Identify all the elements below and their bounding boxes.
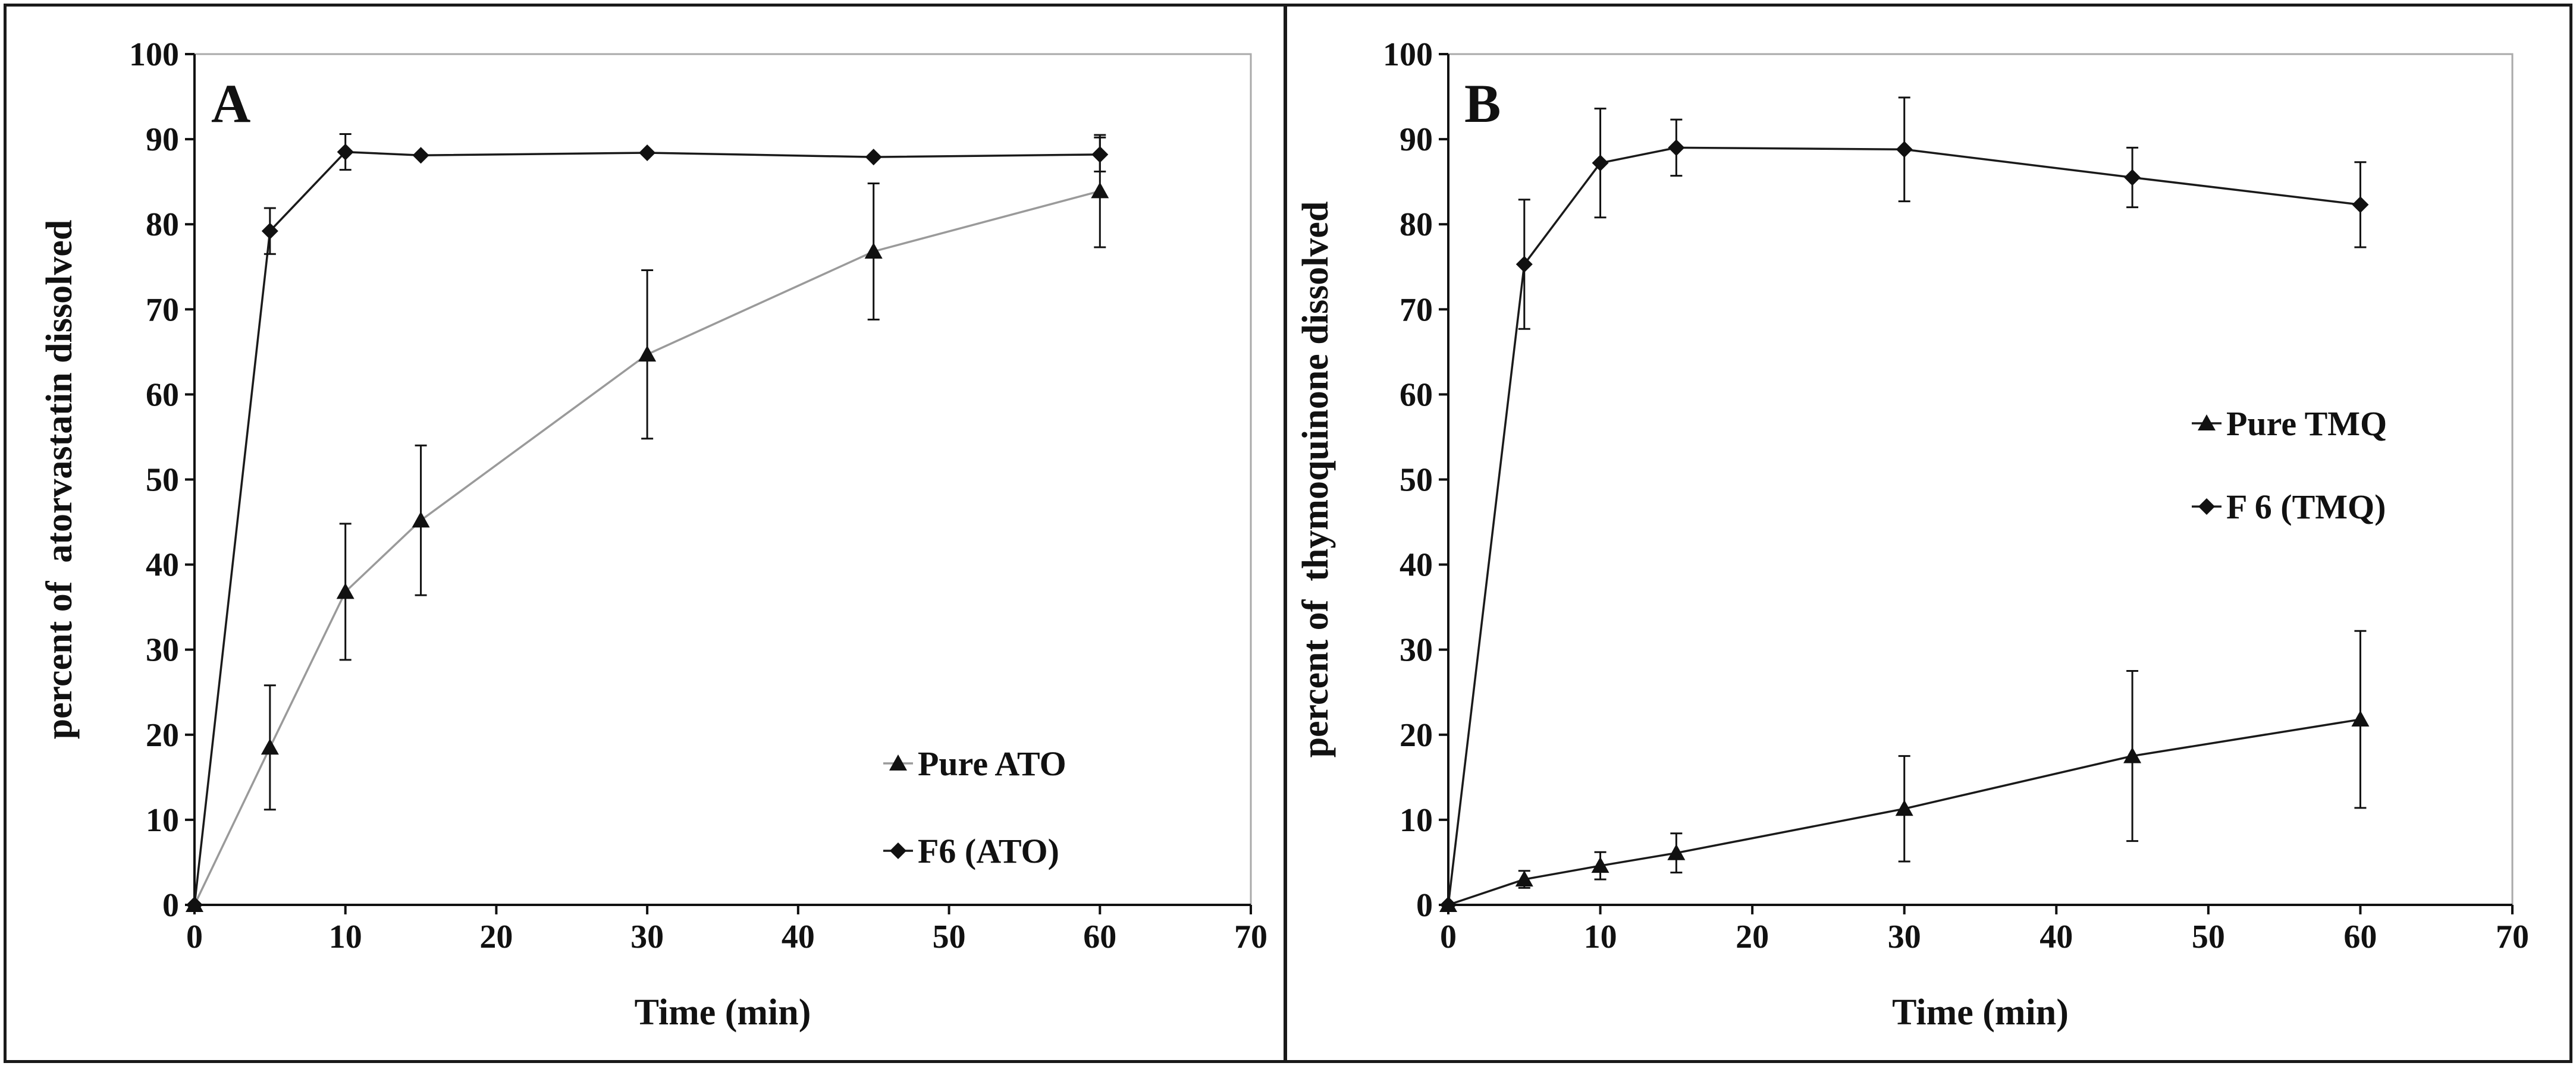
data-point bbox=[1515, 870, 1533, 887]
y-tick-label: 0 bbox=[162, 887, 179, 924]
x-tick-label: 60 bbox=[1083, 919, 1116, 955]
series-line bbox=[193, 150, 1100, 905]
data-point bbox=[337, 143, 354, 161]
y-tick-label: 90 bbox=[146, 121, 179, 158]
x-tick-label: 70 bbox=[2496, 919, 2529, 955]
data-point bbox=[2352, 196, 2369, 213]
plot-area bbox=[1447, 53, 2514, 906]
y-tick-label: 80 bbox=[146, 206, 179, 243]
data-point bbox=[2123, 747, 2142, 763]
x-axis-label: Time (min) bbox=[1892, 992, 2069, 1033]
y-tick-label: 30 bbox=[1400, 632, 1433, 669]
data-point bbox=[261, 222, 278, 240]
panel-b-frame bbox=[1284, 4, 2572, 1063]
y-tick-label: 100 bbox=[129, 36, 179, 73]
data-point bbox=[261, 738, 279, 755]
data-point bbox=[2351, 710, 2370, 727]
y-tick-label: 20 bbox=[146, 717, 179, 754]
legend: Pure ATO F6 (ATO) bbox=[883, 744, 1066, 870]
y-tick-label: 10 bbox=[146, 802, 179, 839]
x-axis-label: Time (min) bbox=[635, 992, 811, 1033]
legend-label: Pure TMQ bbox=[2226, 404, 2387, 443]
y-tick-label: 20 bbox=[1400, 717, 1433, 754]
data-point bbox=[412, 147, 429, 164]
x-tick-label: 10 bbox=[1584, 919, 1617, 955]
series-1 bbox=[186, 133, 1109, 913]
data-point bbox=[1668, 139, 1685, 156]
legend-marker bbox=[2198, 414, 2216, 430]
data-point bbox=[1667, 844, 1686, 860]
x-tick-label: 0 bbox=[186, 919, 203, 955]
data-point bbox=[864, 242, 883, 259]
y-axis-label: percent of thymoquinone dissolved bbox=[1295, 202, 1336, 758]
legend-marker bbox=[889, 754, 907, 771]
y-axis-label: percent of atorvastatin dissolved bbox=[39, 220, 80, 740]
y-tick-label: 60 bbox=[146, 376, 179, 413]
y-tick-label: 60 bbox=[1400, 376, 1433, 413]
data-point bbox=[186, 897, 203, 913]
legend-marker bbox=[2198, 498, 2215, 515]
panel-label: A bbox=[211, 73, 250, 134]
series-0 bbox=[1439, 630, 2370, 912]
data-point bbox=[865, 149, 882, 166]
y-tick-label: 0 bbox=[1416, 887, 1433, 924]
y-tick-label: 50 bbox=[1400, 462, 1433, 499]
data-point bbox=[638, 345, 657, 362]
y-tick-label: 40 bbox=[1400, 547, 1433, 584]
series-0 bbox=[186, 134, 1109, 912]
x-tick-label: 30 bbox=[630, 919, 664, 955]
y-tick-label: 80 bbox=[1400, 206, 1433, 243]
data-point bbox=[412, 511, 430, 528]
data-point bbox=[1591, 857, 1609, 873]
x-tick-label: 50 bbox=[2192, 919, 2225, 955]
y-tick-label: 40 bbox=[146, 547, 179, 584]
chart-a: 0 10 20 30 40 50 60 70 80 90 100 0 10 20 30 40 50 60 70 Tim… bbox=[39, 36, 1267, 1033]
plot-area bbox=[193, 53, 1252, 906]
x-tick-label: 40 bbox=[782, 919, 815, 955]
y-tick-label: 70 bbox=[146, 291, 179, 328]
x-tick-label: 20 bbox=[479, 919, 513, 955]
data-point bbox=[1440, 897, 1457, 913]
x-tick-label: 30 bbox=[1888, 919, 1921, 955]
data-point bbox=[639, 144, 656, 161]
x-tick-label: 70 bbox=[1234, 919, 1267, 955]
data-point bbox=[336, 583, 354, 599]
y-tick-label: 50 bbox=[146, 462, 179, 499]
y-tick-label: 100 bbox=[1383, 36, 1433, 73]
data-point bbox=[1592, 155, 1609, 172]
x-tick-label: 0 bbox=[1440, 919, 1457, 955]
data-point bbox=[1091, 182, 1109, 199]
y-tick-label: 30 bbox=[146, 632, 179, 669]
y-tick-label: 70 bbox=[1400, 291, 1433, 328]
legend-label: F 6 (TMQ) bbox=[2226, 488, 2386, 526]
panel-label: B bbox=[1464, 73, 1501, 134]
x-tick-label: 60 bbox=[2343, 919, 2377, 955]
data-point bbox=[1895, 800, 1913, 816]
chart-b: 0 10 20 30 40 50 60 70 80 90 100 0 10 20 30 40 50 60 70 Tim… bbox=[1295, 36, 2529, 1033]
x-tick-label: 20 bbox=[1736, 919, 1769, 955]
y-tick-label: 90 bbox=[1400, 121, 1433, 158]
x-tick-label: 50 bbox=[933, 919, 966, 955]
data-point bbox=[1516, 256, 1533, 273]
legend-marker bbox=[890, 842, 906, 859]
legend-label: Pure ATO bbox=[918, 744, 1066, 783]
series-1 bbox=[1440, 96, 2369, 913]
legend-label: F6 (ATO) bbox=[918, 832, 1059, 870]
data-point bbox=[2124, 169, 2141, 186]
legend: Pure TMQ F 6 (TMQ) bbox=[2192, 404, 2387, 526]
data-point bbox=[1091, 146, 1109, 163]
y-tick-label: 10 bbox=[1400, 802, 1433, 839]
x-tick-label: 10 bbox=[329, 919, 362, 955]
x-tick-label: 40 bbox=[2040, 919, 2073, 955]
data-point bbox=[1896, 141, 1913, 158]
